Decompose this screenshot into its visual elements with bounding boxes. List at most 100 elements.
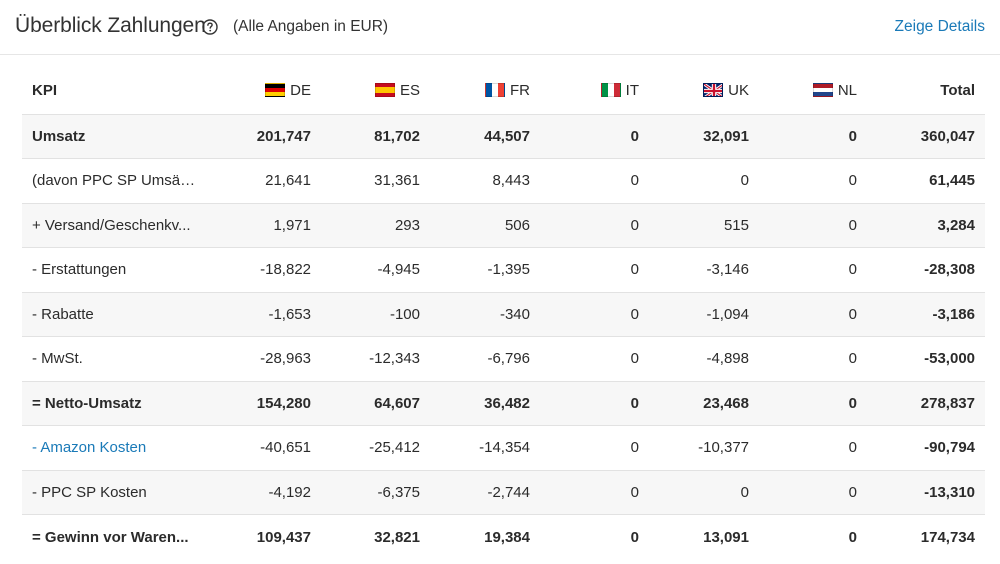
value-cell-uk: 13,091	[703, 528, 749, 546]
total-cell: -13,310	[924, 483, 975, 501]
value-cell-uk: -4,898	[706, 350, 749, 368]
germany-flag-icon	[265, 83, 286, 98]
total-cell: 3,284	[937, 216, 975, 234]
value-cell-it: 0	[630, 394, 639, 412]
kpi-label-link[interactable]: - Amazon Kosten	[32, 439, 147, 457]
value-cell-uk: -1,094	[706, 305, 749, 323]
column-header-fr: FR	[430, 68, 540, 114]
value-cell-uk: -3,146	[706, 261, 749, 279]
column-header-label: NL	[837, 82, 857, 100]
value-cell-de: 1,971	[273, 216, 311, 234]
value-cell-fr: -6,796	[487, 350, 530, 368]
value-cell-es: -100	[389, 305, 420, 323]
value-cell-nl: 0	[848, 305, 857, 323]
value-cell-nl: 0	[848, 350, 857, 368]
value-cell-nl: 0	[848, 216, 857, 234]
value-cell-nl: 0	[848, 439, 857, 457]
value-cell-fr: -2,744	[487, 483, 530, 501]
value-cell-uk: 32,091	[703, 127, 749, 145]
value-cell-de: -1,653	[268, 305, 311, 323]
spain-flag-icon	[374, 83, 395, 98]
total-cell: 61,445	[929, 172, 975, 190]
column-header-label: FR	[510, 82, 530, 100]
value-cell-es: -6,375	[377, 483, 420, 501]
table-row: + Versand/Geschenkv... 1,971 293 506 0 515 0 3,…	[22, 203, 985, 248]
column-header-label: ES	[399, 82, 420, 100]
value-cell-fr: -1,395	[487, 261, 530, 279]
kpi-label: = Gewinn vor Waren...	[32, 528, 189, 546]
value-cell-de: 109,437	[256, 528, 311, 546]
value-cell-es: -25,412	[369, 439, 420, 457]
currency-note: (Alle Angaben in EUR)	[233, 18, 389, 35]
total-cell: 278,837	[920, 394, 975, 412]
column-header-total: Total	[867, 68, 985, 114]
total-cell: 174,734	[920, 528, 975, 546]
uk-flag-icon	[703, 83, 724, 98]
value-cell-nl: 0	[848, 127, 857, 145]
kpi-label: - MwSt.	[32, 350, 83, 368]
kpi-label: - PPC SP Kosten	[32, 483, 147, 501]
table-row: (davon PPC SP Umsätze) 21,641 31,361 8,443 0…	[22, 158, 985, 203]
value-cell-it: 0	[630, 350, 639, 368]
total-cell: -53,000	[924, 350, 975, 368]
value-cell-it: 0	[630, 216, 639, 234]
value-cell-fr: 8,443	[492, 172, 530, 190]
table-row: = Gewinn vor Waren... 109,437 32,821 19,384…	[22, 514, 985, 559]
value-cell-de: -40,651	[260, 439, 311, 457]
value-cell-it: 0	[630, 127, 639, 145]
value-cell-nl: 0	[848, 172, 857, 190]
france-flag-icon	[485, 83, 505, 98]
value-cell-nl: 0	[848, 394, 857, 412]
value-cell-es: 32,821	[374, 528, 420, 546]
value-cell-uk: 23,468	[703, 394, 749, 412]
page-header: Überblick Zahlungen (Alle Angaben in EUR…	[0, 0, 1000, 55]
column-header-label: UK	[728, 82, 749, 100]
value-cell-es: 64,607	[374, 394, 420, 412]
value-cell-fr: -14,354	[479, 439, 530, 457]
column-header-kpi: KPI	[22, 68, 206, 114]
table-row: - Amazon Kosten -40,651 -25,412 -14,354 0 -10…	[22, 425, 985, 470]
value-cell-nl: 0	[848, 261, 857, 279]
table-row: - PPC SP Kosten -4,192 -6,375 -2,744 0 0 0 -13,…	[22, 470, 985, 515]
value-cell-es: 31,361	[374, 172, 420, 190]
payments-overview-table: KPI DE ES FR IT UK NL Total Umsatz 201,747 81,70…	[22, 68, 985, 559]
value-cell-uk: -10,377	[698, 439, 749, 457]
table-row: - MwSt. -28,963 -12,343 -6,796 0 -4,898 0 -53,0…	[22, 336, 985, 381]
show-details-link[interactable]: Zeige Details	[894, 18, 985, 35]
value-cell-de: -28,963	[260, 350, 311, 368]
kpi-label: (davon PPC SP Umsätze)	[32, 172, 206, 190]
column-header-label: DE	[290, 82, 311, 100]
kpi-label: Umsatz	[32, 127, 86, 145]
column-header-de: DE	[206, 68, 321, 114]
value-cell-es: -4,945	[377, 261, 420, 279]
table-header-row: KPI DE ES FR IT UK NL Total	[22, 68, 985, 114]
kpi-label: + Versand/Geschenkv...	[32, 216, 191, 234]
value-cell-it: 0	[630, 439, 639, 457]
value-cell-de: 201,747	[256, 127, 311, 145]
column-header-uk: UK	[649, 68, 759, 114]
column-header-label: IT	[625, 82, 639, 100]
value-cell-es: 81,702	[374, 127, 420, 145]
value-cell-nl: 0	[848, 528, 857, 546]
value-cell-es: 293	[394, 216, 420, 234]
value-cell-fr: 44,507	[484, 127, 530, 145]
value-cell-de: -18,822	[260, 261, 311, 279]
total-cell: -3,186	[932, 305, 975, 323]
page-title: Überblick Zahlungen	[15, 14, 206, 37]
table-row: Umsatz 201,747 81,702 44,507 0 32,091 0 360,047	[22, 114, 985, 159]
value-cell-uk: 0	[740, 483, 749, 501]
column-header-it: IT	[540, 68, 649, 114]
kpi-label: - Erstattungen	[32, 261, 127, 279]
total-cell: -90,794	[924, 439, 975, 457]
value-cell-it: 0	[630, 305, 639, 323]
value-cell-it: 0	[630, 483, 639, 501]
table-row: - Erstattungen -18,822 -4,945 -1,395 0 -3,146…	[22, 247, 985, 292]
value-cell-de: 21,641	[265, 172, 311, 190]
value-cell-uk: 515	[723, 216, 749, 234]
value-cell-fr: 19,384	[484, 528, 530, 546]
help-icon[interactable]	[202, 19, 218, 35]
value-cell-fr: 506	[504, 216, 530, 234]
value-cell-es: -12,343	[369, 350, 420, 368]
total-cell: -28,308	[924, 261, 975, 279]
netherlands-flag-icon	[812, 83, 833, 98]
